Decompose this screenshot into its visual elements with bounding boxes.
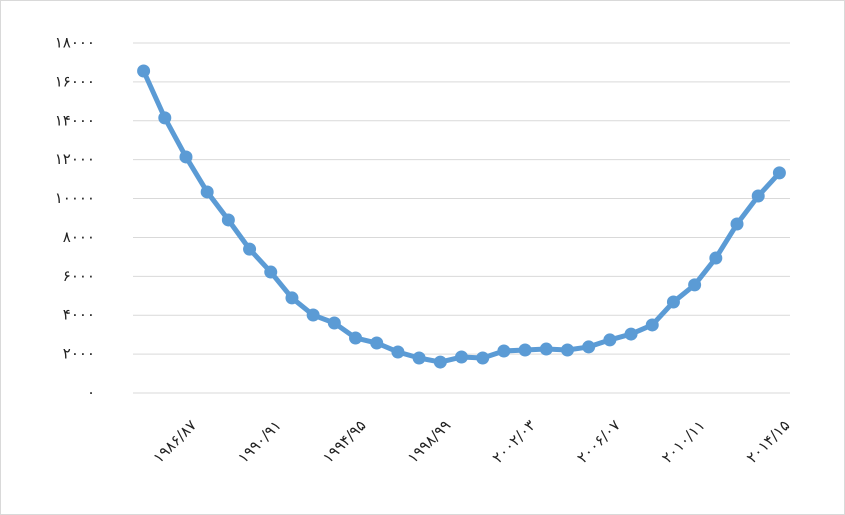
y-tick-label: ۴۰۰۰ bbox=[63, 306, 95, 324]
data-point bbox=[158, 111, 172, 125]
data-point bbox=[603, 333, 617, 347]
data-point bbox=[751, 189, 765, 203]
data-point bbox=[455, 350, 468, 364]
y-tick-label: ۱۶۰۰۰ bbox=[55, 72, 95, 90]
data-point bbox=[624, 327, 638, 341]
data-point bbox=[391, 345, 405, 359]
data-point bbox=[539, 342, 553, 356]
data-point bbox=[497, 344, 511, 358]
data-point bbox=[645, 318, 659, 332]
data-point bbox=[285, 291, 299, 305]
y-tick-label: ۸۰۰۰ bbox=[63, 228, 95, 246]
data-point bbox=[412, 351, 426, 365]
data-point bbox=[349, 331, 363, 345]
y-tick-label: ۲۰۰۰ bbox=[63, 345, 95, 363]
data-point bbox=[666, 295, 680, 309]
data-point bbox=[137, 64, 151, 78]
data-point bbox=[327, 316, 341, 330]
data-point bbox=[582, 340, 596, 354]
data-point bbox=[560, 343, 574, 357]
data-point bbox=[709, 251, 723, 265]
data-point bbox=[772, 166, 786, 180]
data-point bbox=[518, 343, 532, 357]
data-point bbox=[221, 213, 235, 227]
data-point bbox=[200, 185, 214, 199]
y-tick-label: ۱۴۰۰۰ bbox=[55, 111, 95, 129]
data-point bbox=[243, 242, 257, 256]
data-point bbox=[688, 278, 702, 292]
data-point bbox=[179, 150, 193, 164]
data-point bbox=[264, 265, 278, 279]
y-tick-label: ۶۰۰۰ bbox=[63, 267, 95, 285]
data-point bbox=[306, 308, 320, 322]
y-tick-label: ۱۰۰۰۰ bbox=[55, 189, 95, 207]
y-tick-label: ۱۸۰۰۰ bbox=[55, 34, 95, 52]
data-point bbox=[433, 355, 447, 369]
y-tick-label: ۱۲۰۰۰ bbox=[55, 150, 95, 168]
data-point bbox=[476, 351, 490, 365]
data-point bbox=[370, 336, 384, 350]
y-tick-label: ۰ bbox=[87, 384, 95, 402]
data-point bbox=[730, 217, 744, 231]
